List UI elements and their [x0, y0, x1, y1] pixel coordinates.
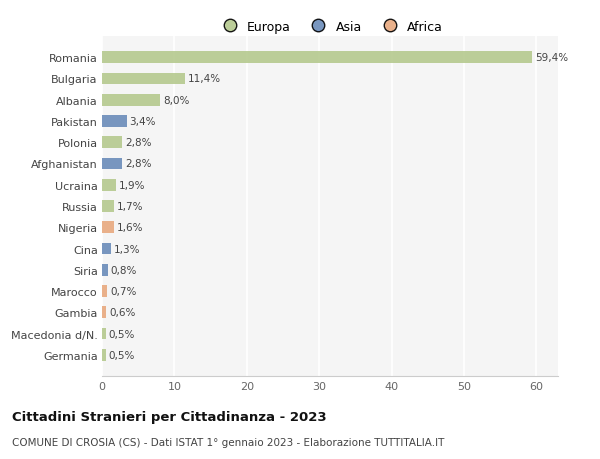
Bar — [102, 349, 106, 361]
Text: 1,7%: 1,7% — [117, 202, 144, 212]
Text: 0,5%: 0,5% — [109, 329, 135, 339]
Bar — [102, 328, 106, 340]
Text: 0,6%: 0,6% — [109, 308, 136, 318]
Text: 1,6%: 1,6% — [116, 223, 143, 233]
Bar — [102, 158, 122, 170]
Bar — [102, 285, 107, 297]
Bar — [102, 116, 127, 128]
Text: 0,5%: 0,5% — [109, 350, 135, 360]
Text: 2,8%: 2,8% — [125, 159, 152, 169]
Text: 0,7%: 0,7% — [110, 286, 136, 297]
Text: 0,8%: 0,8% — [110, 265, 137, 275]
Bar — [102, 179, 116, 191]
Text: 1,9%: 1,9% — [119, 180, 145, 190]
Bar — [102, 95, 160, 106]
Text: 1,3%: 1,3% — [115, 244, 141, 254]
Text: Cittadini Stranieri per Cittadinanza - 2023: Cittadini Stranieri per Cittadinanza - 2… — [12, 410, 326, 423]
Text: 59,4%: 59,4% — [535, 53, 568, 63]
Text: COMUNE DI CROSIA (CS) - Dati ISTAT 1° gennaio 2023 - Elaborazione TUTTITALIA.IT: COMUNE DI CROSIA (CS) - Dati ISTAT 1° ge… — [12, 437, 445, 447]
Bar — [102, 307, 106, 319]
Bar — [102, 222, 113, 234]
Text: 8,0%: 8,0% — [163, 95, 189, 106]
Bar — [102, 137, 122, 149]
Bar — [102, 201, 115, 213]
Text: 11,4%: 11,4% — [187, 74, 221, 84]
Text: 3,4%: 3,4% — [130, 117, 156, 127]
Bar — [102, 243, 112, 255]
Bar — [102, 73, 185, 85]
Bar — [102, 264, 108, 276]
Legend: Europa, Asia, Africa: Europa, Asia, Africa — [212, 16, 448, 39]
Bar — [102, 52, 532, 64]
Text: 2,8%: 2,8% — [125, 138, 152, 148]
